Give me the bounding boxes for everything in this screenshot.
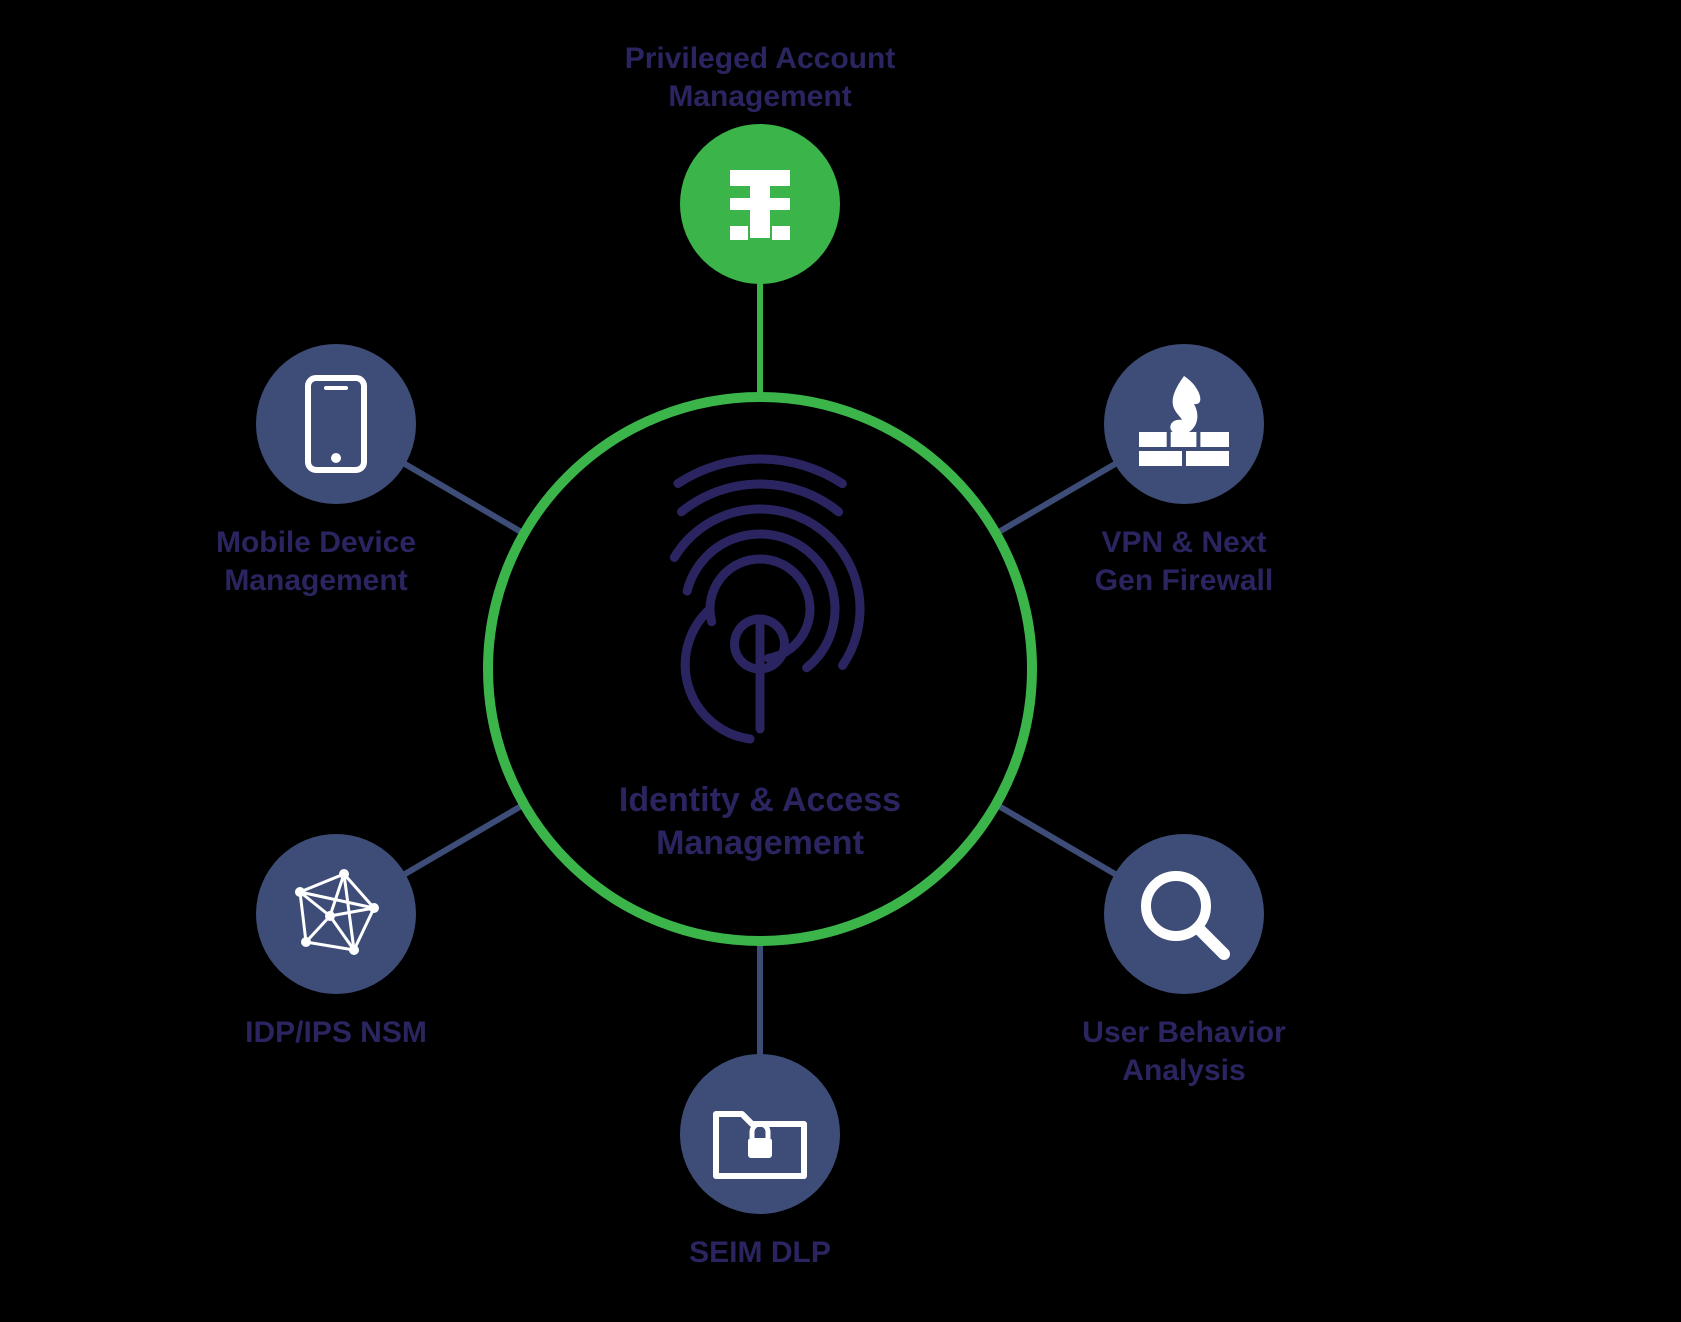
node-seim <box>680 1054 840 1214</box>
node-label-idp: IDP/IPS NSM <box>156 1014 516 1052</box>
node-label-line2: Management <box>550 78 970 116</box>
node-label-line2: Analysis <box>1014 1052 1354 1090</box>
node-label-line1: Mobile Device <box>136 524 496 562</box>
node-idp <box>256 834 416 994</box>
node-label-line1: VPN & Next <box>1024 524 1344 562</box>
node-label-firewall: VPN & NextGen Firewall <box>1024 524 1344 599</box>
node-label-line2: Gen Firewall <box>1024 562 1344 600</box>
node-label-uba: User BehaviorAnalysis <box>1014 1014 1354 1089</box>
diagram-stage: Identity & Access Management Privileged … <box>0 0 1681 1322</box>
node-label-line1: Privileged Account <box>550 40 970 78</box>
node-pam <box>680 124 840 284</box>
node-label-line1: IDP/IPS NSM <box>156 1014 516 1052</box>
center-label-line2: Management <box>520 822 1000 865</box>
node-label-mdm: Mobile DeviceManagement <box>136 524 496 599</box>
node-label-line1: User Behavior <box>1014 1014 1354 1052</box>
fingerprint-icon <box>674 459 860 739</box>
center-label-line1: Identity & Access <box>520 779 1000 822</box>
diagram-svg <box>0 0 1681 1322</box>
node-mdm <box>256 344 416 504</box>
center-label: Identity & Access Management <box>520 779 1000 864</box>
node-label-line2: Management <box>136 562 496 600</box>
node-label-pam: Privileged AccountManagement <box>550 40 970 115</box>
node-label-seim: SEIM DLP <box>600 1234 920 1272</box>
node-label-line1: SEIM DLP <box>600 1234 920 1272</box>
pam-icon <box>730 170 790 240</box>
node-firewall <box>1104 344 1264 504</box>
node-uba <box>1104 834 1264 994</box>
